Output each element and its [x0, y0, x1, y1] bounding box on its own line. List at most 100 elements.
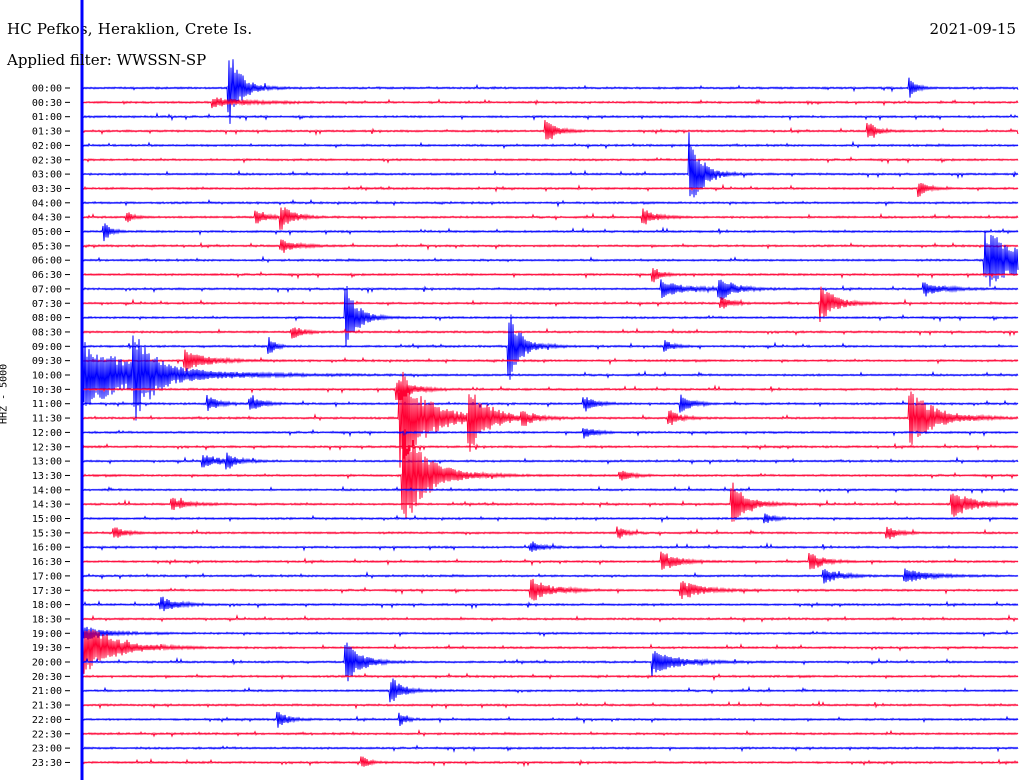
trace-row: [81, 428, 1019, 439]
time-label: 08:30: [32, 327, 62, 338]
time-label: 06:30: [32, 270, 62, 281]
trace-row: [81, 626, 1019, 641]
trace-row: [81, 285, 1019, 347]
trace-row: [81, 314, 1019, 380]
time-label: 02:30: [32, 155, 62, 166]
trace-row: [81, 286, 1019, 323]
trace-row: [81, 551, 1019, 570]
time-label: 16:30: [32, 557, 62, 568]
trace-row: [81, 239, 1019, 253]
time-label: 00:30: [32, 98, 62, 109]
trace-row: [81, 452, 1019, 470]
trace-row: [81, 526, 1019, 540]
time-label: 08:00: [32, 313, 62, 324]
trace-row: [81, 371, 1019, 468]
trace-row: [81, 120, 1019, 140]
time-label: 01:00: [32, 112, 62, 123]
trace-row: [81, 429, 1019, 518]
trace-row: [81, 156, 1019, 165]
trace-row: [81, 349, 1019, 372]
trace-row: [81, 756, 1019, 768]
time-label: 07:00: [32, 284, 62, 295]
trace-row: [81, 97, 1019, 109]
trace-row: [81, 728, 1019, 738]
chart-date: 2021-09-15: [929, 20, 1016, 38]
time-label: 07:30: [32, 299, 62, 310]
trace-row: [81, 132, 1019, 198]
trace-row: [81, 482, 1019, 522]
time-label: 05:30: [32, 241, 62, 252]
time-label: 14:00: [32, 485, 62, 496]
trace-row: [81, 596, 1019, 612]
time-label: 03:00: [32, 170, 62, 181]
trace-row: [81, 279, 1019, 300]
time-label: 13:30: [32, 471, 62, 482]
time-label: 18:30: [32, 614, 62, 625]
trace-row: [81, 327, 1019, 339]
trace-row: [81, 642, 1019, 682]
time-label: 04:00: [32, 198, 62, 209]
trace-row: [81, 700, 1019, 710]
time-label: 15:30: [32, 528, 62, 539]
trace-row: [81, 629, 1019, 674]
time-label: 12:00: [32, 428, 62, 439]
time-label: 23:30: [32, 758, 62, 769]
trace-row: [81, 198, 1019, 208]
time-label: 19:00: [32, 629, 62, 640]
time-label: 09:30: [32, 356, 62, 367]
filter-label: Applied filter: WWSSN-SP: [7, 51, 207, 69]
time-label: 11:00: [32, 399, 62, 410]
time-label: 14:30: [32, 500, 62, 511]
trace-row: [81, 442, 1019, 452]
trace-row: [81, 513, 1019, 524]
trace-row: [81, 140, 1019, 150]
trace-row: [81, 207, 1019, 230]
trace-row: [81, 711, 1019, 728]
time-label: 03:30: [32, 184, 62, 195]
trace-row: [81, 223, 1019, 242]
time-label: 12:30: [32, 442, 62, 453]
trace-row: [81, 394, 1019, 413]
trace-row: [81, 678, 1019, 703]
time-label: 18:00: [32, 600, 62, 611]
trace-layer: [81, 59, 1019, 768]
trace-row: [81, 268, 1019, 283]
time-label: 00:00: [32, 84, 62, 95]
time-label: 20:30: [32, 672, 62, 683]
trace-row: [81, 568, 1019, 584]
time-label: 01:30: [32, 127, 62, 138]
time-label: 05:00: [32, 227, 62, 238]
time-label: 10:30: [32, 385, 62, 396]
trace-row: [81, 59, 1019, 124]
time-label: 23:00: [32, 744, 62, 755]
time-label: 22:30: [32, 729, 62, 740]
trace-row: [81, 335, 1019, 421]
time-label: 17:00: [32, 571, 62, 582]
trace-row: [81, 380, 1019, 401]
time-label: 19:30: [32, 643, 62, 654]
time-label: 17:30: [32, 586, 62, 597]
time-label: 13:00: [32, 457, 62, 468]
time-label: 15:00: [32, 514, 62, 525]
trace-row: [81, 672, 1019, 682]
time-label: 11:30: [32, 414, 62, 425]
trace-row: [81, 230, 1019, 287]
time-label: 21:30: [32, 701, 62, 712]
time-label-layer: 00:00 00:30 01:00 01:30 02:00 02:30 03:00 03:30…: [32, 84, 70, 769]
trace-row: [81, 744, 1019, 753]
time-label: 20:00: [32, 658, 62, 669]
trace-row: [81, 485, 1019, 495]
time-label: 06:00: [32, 256, 62, 267]
time-label: 21:00: [32, 686, 62, 697]
time-label: 10:00: [32, 371, 62, 382]
time-label: 04:30: [32, 213, 62, 224]
time-label: 02:00: [32, 141, 62, 152]
trace-row: [81, 112, 1019, 122]
time-label: 09:00: [32, 342, 62, 353]
time-label: 16:00: [32, 543, 62, 554]
trace-row: [81, 578, 1019, 601]
trace-row: [81, 541, 1019, 552]
time-label: 22:00: [32, 715, 62, 726]
trace-row: [81, 183, 1019, 197]
